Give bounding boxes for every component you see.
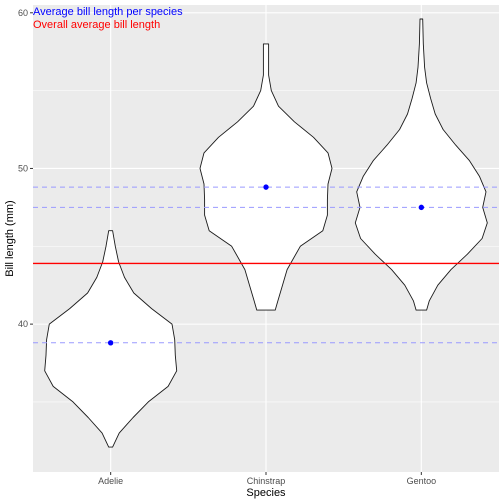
mean-point-chinstrap bbox=[263, 184, 269, 190]
mean-point-gentoo bbox=[418, 204, 425, 211]
overall-mean-annotation: Overall average bill length bbox=[33, 19, 160, 31]
x-tick-label: Chinstrap bbox=[247, 476, 286, 486]
x-tick-label: Gentoo bbox=[407, 476, 437, 486]
y-axis-title: Bill length (mm) bbox=[4, 200, 16, 276]
x-tick-label: Adelie bbox=[98, 476, 123, 486]
violin-chinstrap bbox=[199, 43, 333, 311]
violin-adelie bbox=[44, 230, 178, 448]
y-tick-label: 60 bbox=[18, 8, 28, 18]
mean-point-adelie bbox=[107, 340, 114, 346]
violins bbox=[44, 18, 488, 448]
mean-points bbox=[107, 184, 425, 346]
axis-ticks: 40 50 60 Adelie Chinstrap Gentoo bbox=[18, 8, 436, 486]
y-tick-label: 50 bbox=[18, 163, 28, 173]
y-tick-label: 40 bbox=[18, 319, 28, 329]
x-axis-title: Species bbox=[246, 487, 286, 499]
species-mean-annotation: Average bill length per species bbox=[33, 6, 183, 18]
violin-gentoo bbox=[354, 18, 488, 311]
